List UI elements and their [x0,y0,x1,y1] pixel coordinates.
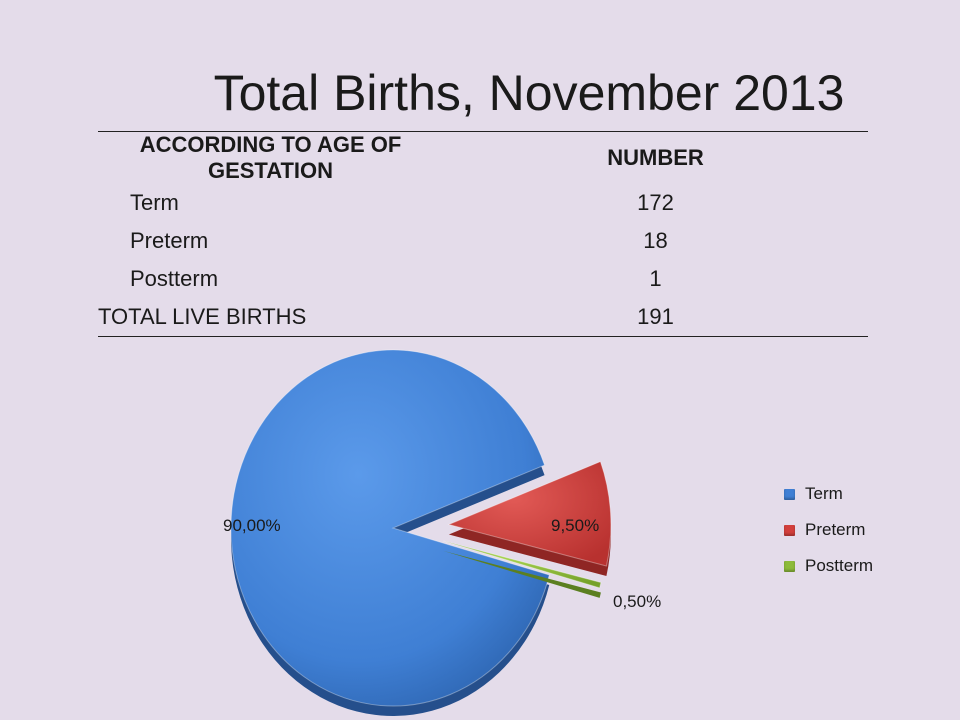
row-label: Postterm [130,266,219,291]
legend-label-term: Term [805,484,843,503]
row-value: 1 [649,266,662,291]
data-label-preterm: 9,50% [551,516,600,535]
slice-term [230,349,550,707]
births-table: ACCORDING TO AGE OF GESTATION NUMBER Ter… [98,131,868,337]
legend-item-term: Term [784,476,873,512]
legend-item-preterm: Preterm [784,512,873,548]
row-label: Term [130,190,179,215]
slice-postterm-side [443,550,601,598]
legend-swatch-preterm [784,524,795,536]
legend-item-postterm: Postterm [784,548,873,584]
data-label-term: 90,00% [223,516,281,535]
slice-postterm [443,540,602,589]
slice-preterm [447,460,612,567]
row-label: Preterm [130,228,209,253]
slide-title: Total Births, November 2013 [213,65,845,121]
data-label-postterm: 0,50% [613,592,662,611]
legend-swatch-term [784,488,795,500]
header-category: ACCORDING TO AGE OF GESTATION [139,132,402,183]
header-number: NUMBER [607,145,704,170]
pie-layer [230,349,612,716]
legend-label-postterm: Postterm [805,556,874,575]
row-label-total: TOTAL LIVE BIRTHS [98,304,307,329]
table-row: Term 172 [98,184,868,222]
table-header-row: ACCORDING TO AGE OF GESTATION NUMBER [98,131,868,185]
legend-swatch-postterm [784,560,795,572]
row-value-total: 191 [637,304,674,329]
row-value: 18 [643,228,668,253]
row-value: 172 [637,190,674,215]
legend-label-preterm: Preterm [805,520,866,539]
chart-legend: Term Preterm Postterm [784,476,873,584]
table-total-row: TOTAL LIVE BIRTHS 191 [98,298,868,337]
table-row: Preterm 18 [98,222,868,260]
table-row: Postterm 1 [98,260,868,298]
